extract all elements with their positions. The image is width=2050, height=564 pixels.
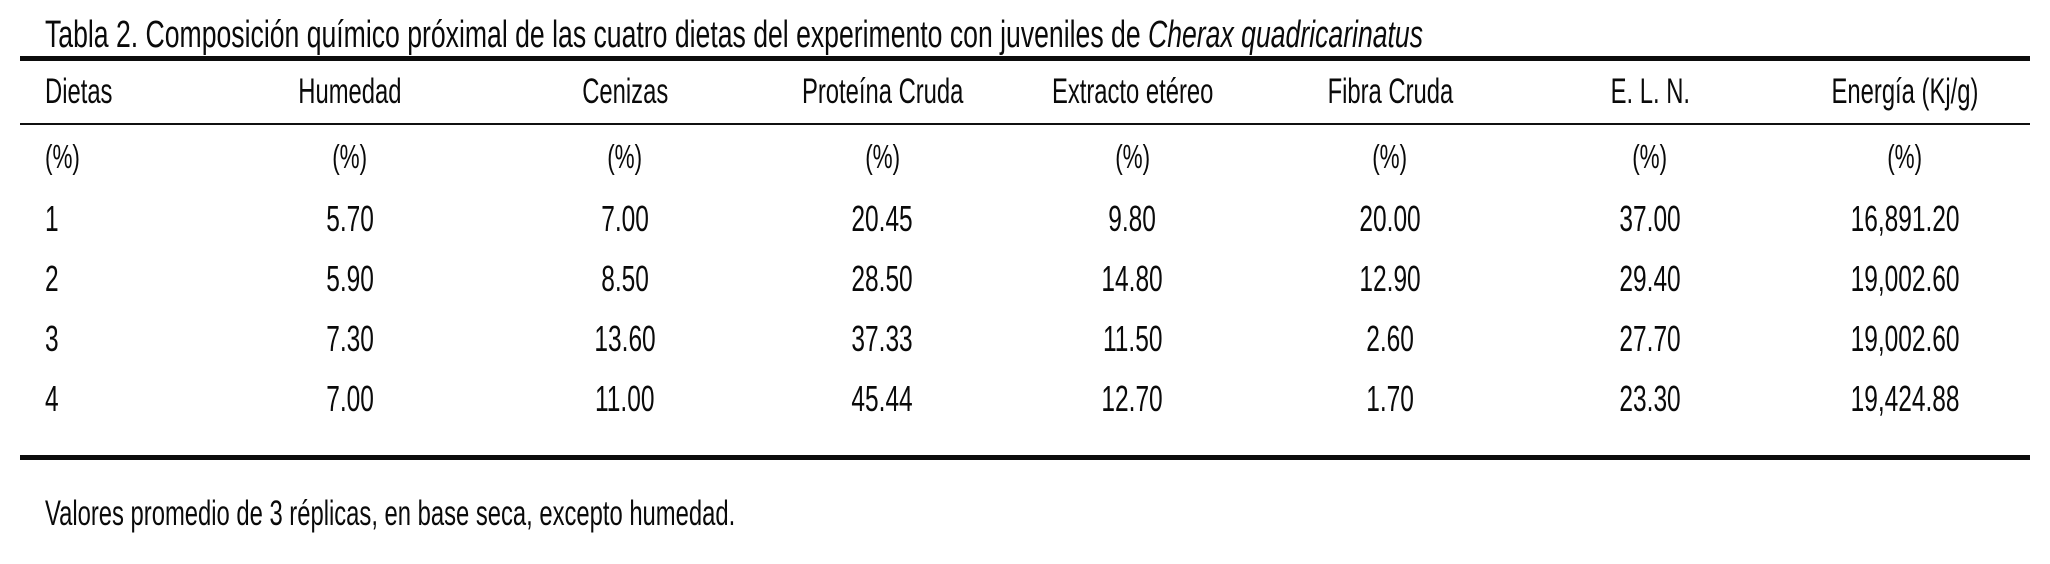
unit-header: (%) bbox=[1372, 138, 1408, 175]
table-cell: 1 bbox=[45, 198, 59, 239]
column-header-dietas: Dietas bbox=[20, 61, 210, 125]
table-cell: 8.50 bbox=[601, 258, 649, 299]
table-cell: 13.60 bbox=[594, 318, 656, 359]
spacer bbox=[0, 429, 2050, 455]
table-row-diet-2: 2 5.90 8.50 28.50 14.80 12.90 29.40 19,0… bbox=[20, 249, 2030, 309]
table-cell: 7.00 bbox=[326, 378, 374, 419]
table-cell: 11.00 bbox=[595, 378, 655, 419]
table-row-diet-1: 1 5.70 7.00 20.45 9.80 20.00 37.00 16,89… bbox=[20, 189, 2030, 249]
table-cell: 5.90 bbox=[326, 258, 374, 299]
unit-header: (%) bbox=[607, 138, 643, 175]
composition-table: Dietas Humedad Cenizas Proteína Cruda Ex… bbox=[20, 61, 2030, 429]
table-cell: 2 bbox=[45, 258, 59, 299]
table-cell: 20.00 bbox=[1359, 198, 1421, 239]
unit-header: (%) bbox=[45, 138, 80, 175]
column-header-eln: E. L. N. bbox=[1520, 61, 1780, 125]
table-cell: 4 bbox=[45, 378, 59, 419]
column-header-fibra-cruda: Fibra Cruda bbox=[1260, 61, 1520, 125]
column-header-proteina-cruda: Proteína Cruda bbox=[760, 61, 1005, 125]
bottom-rule bbox=[20, 455, 2030, 460]
column-header-energia: Energía (Kj/g) bbox=[1780, 61, 2030, 125]
unit-header: (%) bbox=[332, 138, 368, 175]
table-cell: 37.00 bbox=[1619, 198, 1681, 239]
column-header-cenizas: Cenizas bbox=[490, 61, 760, 125]
table-cell: 16,891.20 bbox=[1850, 198, 1960, 239]
column-header-extracto-etereo: Extracto etéreo bbox=[1005, 61, 1260, 125]
table-title-species: Cherax quadricarinatus bbox=[1148, 14, 1424, 56]
table-title-text: Tabla 2. Composición químico próximal de… bbox=[45, 14, 1141, 56]
table-cell: 19,424.88 bbox=[1850, 378, 1960, 419]
table-cell: 19,002.60 bbox=[1850, 258, 1960, 299]
table-cell: 45.44 bbox=[851, 378, 914, 419]
table-cell: 27.70 bbox=[1619, 318, 1681, 359]
table-cell: 19,002.60 bbox=[1850, 318, 1960, 359]
table-cell: 2.60 bbox=[1366, 318, 1414, 359]
table-title: Tabla 2. Composición químico próximal de… bbox=[20, 0, 2030, 56]
table-cell: 9.80 bbox=[1108, 198, 1157, 239]
table-cell: 20.45 bbox=[851, 198, 914, 239]
table-cell: 12.90 bbox=[1359, 258, 1421, 299]
unit-row: (%) (%) (%) (%) (%) (%) (%) (%) bbox=[20, 124, 2030, 189]
table-cell: 5.70 bbox=[326, 198, 374, 239]
table-cell: 3 bbox=[45, 318, 59, 359]
unit-header: (%) bbox=[865, 138, 900, 175]
top-rule bbox=[20, 56, 2030, 61]
table-cell: 37.33 bbox=[851, 318, 914, 359]
column-header-humedad: Humedad bbox=[210, 61, 490, 125]
table-row-diet-4: 4 7.00 11.00 45.44 12.70 1.70 23.30 19,4… bbox=[20, 369, 2030, 429]
header-row: Dietas Humedad Cenizas Proteína Cruda Ex… bbox=[20, 61, 2030, 125]
table-cell: 14.80 bbox=[1101, 258, 1164, 299]
table-row-diet-3: 3 7.30 13.60 37.33 11.50 2.60 27.70 19,0… bbox=[20, 309, 2030, 369]
table-cell: 11.50 bbox=[1102, 318, 1163, 359]
table-cell: 29.40 bbox=[1619, 258, 1681, 299]
unit-header: (%) bbox=[1632, 138, 1668, 175]
table-cell: 7.30 bbox=[326, 318, 374, 359]
table-cell: 12.70 bbox=[1101, 378, 1164, 419]
table-title-line: Tabla 2. Composición químico próximal de… bbox=[45, 14, 1423, 56]
table-footnote: Valores promedio de 3 réplicas, en base … bbox=[20, 460, 2030, 534]
unit-header: (%) bbox=[1887, 138, 1923, 175]
table-cell: 23.30 bbox=[1619, 378, 1681, 419]
footnote-text: Valores promedio de 3 réplicas, en base … bbox=[45, 494, 736, 533]
table-cell: 28.50 bbox=[851, 258, 914, 299]
table-cell: 7.00 bbox=[601, 198, 649, 239]
table-cell: 1.70 bbox=[1366, 378, 1414, 419]
unit-header: (%) bbox=[1115, 138, 1150, 175]
